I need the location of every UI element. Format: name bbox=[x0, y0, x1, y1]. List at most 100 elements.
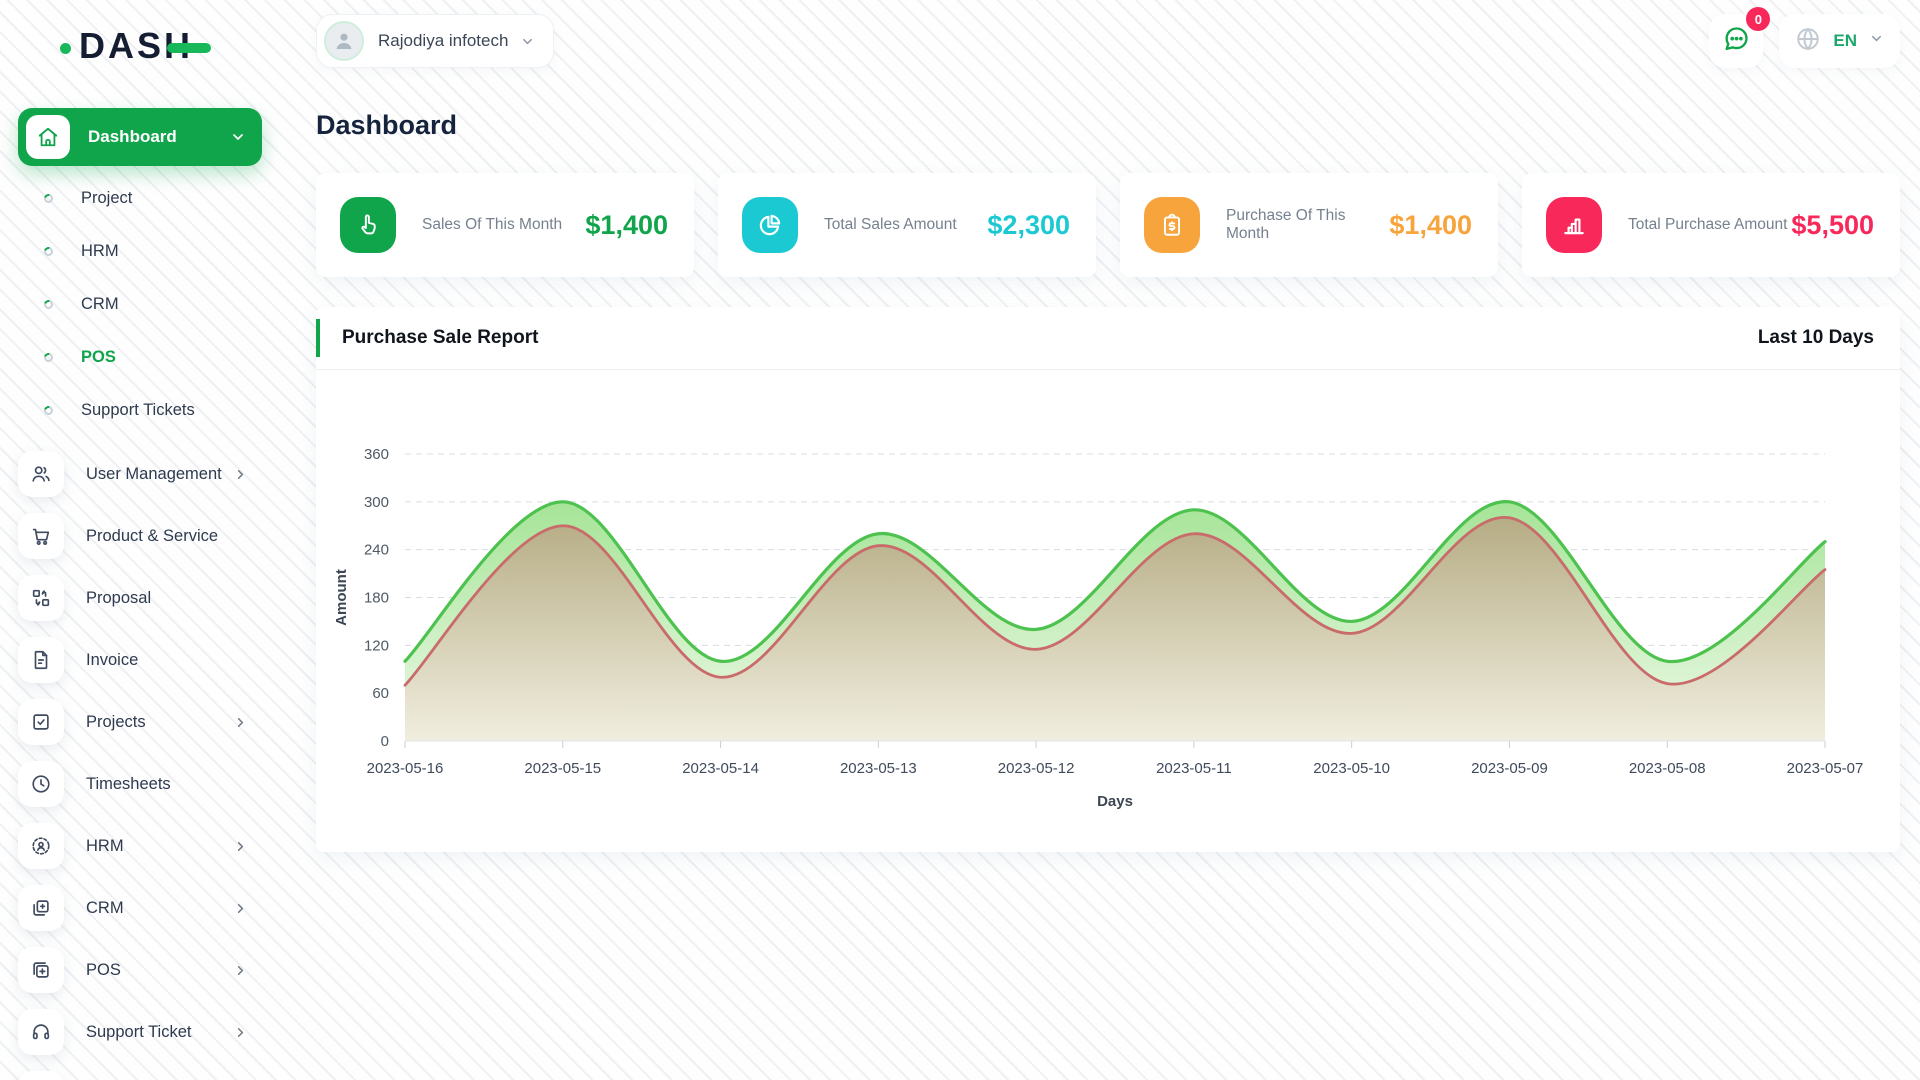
chart-body: 0 60 120 180 240 300 360 2023-05-16 2023-05-15 20… bbox=[316, 370, 1900, 844]
bullet-icon bbox=[42, 351, 55, 364]
chevron-right-icon bbox=[233, 467, 248, 482]
stat-card-value: $5,500 bbox=[1791, 209, 1874, 240]
proposal-icon bbox=[18, 575, 64, 621]
stat-card-total-purchase-amount: Total Purchase Amount $5,500 bbox=[1522, 173, 1900, 277]
y-tick-label: 360 bbox=[364, 446, 389, 463]
accent-bar bbox=[316, 319, 320, 357]
headset-icon bbox=[18, 1009, 64, 1055]
chevron-down-icon bbox=[230, 129, 246, 145]
y-tick-label: 300 bbox=[364, 494, 389, 511]
stat-card-purchase-of-this-month: Purchase Of This Month $1,400 bbox=[1120, 173, 1498, 277]
sidebar-item-contract[interactable]: Contract bbox=[18, 1063, 262, 1080]
stat-card-label: Total Sales Amount bbox=[824, 216, 957, 233]
chat-bubble-icon bbox=[1722, 25, 1750, 58]
chart-range-label: Last 10 Days bbox=[1757, 327, 1874, 348]
stat-card-label: Purchase Of This Month bbox=[1226, 207, 1346, 242]
bullet-icon bbox=[42, 245, 55, 258]
x-tick-label: 2023-05-08 bbox=[1629, 760, 1706, 777]
chart-title: Purchase Sale Report bbox=[342, 327, 539, 348]
sidebar-item-invoice[interactable]: Invoice bbox=[18, 629, 262, 691]
stat-card-sales-of-this-month: Sales Of This Month $1,400 bbox=[316, 173, 694, 277]
sidebar-item-label: HRM bbox=[86, 836, 124, 855]
users-icon bbox=[18, 451, 64, 497]
company-name: Rajodiya infotech bbox=[378, 31, 509, 50]
x-tick-label: 2023-05-07 bbox=[1787, 760, 1864, 777]
chart-header: Purchase Sale Report Last 10 Days bbox=[316, 307, 1900, 370]
sidebar: DASH Dashboard Project HRM CRM POS Suppo… bbox=[0, 0, 280, 1080]
sale-line bbox=[403, 500, 1827, 663]
company-selector[interactable]: Rajodiya infotech bbox=[316, 14, 555, 68]
cart-icon bbox=[18, 513, 64, 559]
x-tick-label: 2023-05-12 bbox=[998, 760, 1075, 777]
sidebar-item-projects[interactable]: Projects bbox=[18, 691, 262, 753]
topbar: Rajodiya infotech 0 EN bbox=[316, 7, 1900, 70]
purchase-area bbox=[405, 517, 1825, 741]
x-tick-label: 2023-05-10 bbox=[1313, 760, 1390, 777]
sidebar-item-label: Projects bbox=[86, 712, 146, 731]
stat-card-value: $2,300 bbox=[987, 209, 1070, 240]
stat-card-value: $1,400 bbox=[1389, 209, 1472, 240]
sidebar-item-label: Dashboard bbox=[88, 127, 177, 146]
language-code: EN bbox=[1833, 31, 1857, 50]
sidebar-subitem-label: CRM bbox=[81, 295, 119, 313]
language-selector[interactable]: EN bbox=[1779, 14, 1900, 68]
clipboard-dollar-icon bbox=[1144, 197, 1200, 253]
purchase-sale-report-card: Purchase Sale Report Last 10 Days 0 60 120… bbox=[316, 307, 1900, 852]
sidebar-item-proposal[interactable]: Proposal bbox=[18, 567, 262, 629]
stat-card-label: Sales Of This Month bbox=[422, 216, 563, 233]
sidebar-subitem-hrm[interactable]: HRM bbox=[18, 225, 262, 278]
x-axis-title: Days bbox=[1097, 793, 1133, 810]
page-title: Dashboard bbox=[316, 110, 458, 140]
sidebar-item-timesheets[interactable]: Timesheets bbox=[18, 753, 262, 815]
projects-icon bbox=[18, 699, 64, 745]
chevron-right-icon bbox=[233, 963, 248, 978]
purchase-line bbox=[403, 516, 1827, 687]
sidebar-item-label: CRM bbox=[86, 898, 124, 917]
sidebar-item-label: Product & Service bbox=[86, 526, 219, 545]
x-tick-label: 2023-05-16 bbox=[367, 760, 444, 777]
y-tick-label: 60 bbox=[372, 685, 389, 702]
sidebar-nav: Dashboard Project HRM CRM POS Support Ti… bbox=[18, 108, 262, 1080]
sidebar-item-hrm[interactable]: HRM bbox=[18, 815, 262, 877]
sidebar-item-support-ticket[interactable]: Support Ticket bbox=[18, 1001, 262, 1063]
main-content: Rajodiya infotech 0 EN Da bbox=[280, 0, 1920, 852]
sidebar-subitem-project[interactable]: Project bbox=[18, 172, 262, 225]
pie-chart-icon bbox=[742, 197, 798, 253]
sidebar-item-label: Timesheets bbox=[86, 774, 171, 793]
stat-card-total-sales-amount: Total Sales Amount $2,300 bbox=[718, 173, 1096, 277]
sidebar-item-product-service[interactable]: Product & Service bbox=[18, 505, 262, 567]
sidebar-item-user-management[interactable]: User Management bbox=[18, 443, 262, 505]
sidebar-subitem-pos[interactable]: POS bbox=[18, 331, 262, 384]
y-axis-title: Amount bbox=[333, 569, 350, 626]
purchase-sale-area-chart[interactable]: 0 60 120 180 240 300 360 2023-05-16 2023-05-15 20… bbox=[316, 384, 1900, 844]
sidebar-subitem-label: Project bbox=[81, 189, 133, 207]
sidebar-item-dashboard[interactable]: Dashboard bbox=[18, 108, 262, 166]
brand-logo[interactable]: DASH bbox=[18, 22, 262, 70]
sidebar-item-crm[interactable]: CRM bbox=[18, 877, 262, 939]
sidebar-item-pos[interactable]: POS bbox=[18, 939, 262, 1001]
pos-icon bbox=[18, 947, 64, 993]
clock-icon bbox=[18, 761, 64, 807]
avatar bbox=[324, 21, 364, 61]
sidebar-subitem-support-tickets[interactable]: Support Tickets bbox=[18, 384, 262, 437]
x-tick-label: 2023-05-09 bbox=[1471, 760, 1548, 777]
x-tick-label: 2023-05-13 bbox=[840, 760, 917, 777]
crm-icon bbox=[18, 885, 64, 931]
chevron-down-icon bbox=[520, 34, 535, 49]
logo-dot-icon bbox=[60, 42, 71, 54]
sidebar-sub-list: Project HRM CRM POS Support Tickets bbox=[18, 172, 262, 437]
home-icon bbox=[26, 115, 70, 159]
sidebar-subitem-label: HRM bbox=[81, 242, 119, 260]
chevron-right-icon bbox=[233, 715, 248, 730]
hrm-icon bbox=[18, 823, 64, 869]
contract-icon bbox=[18, 1071, 64, 1080]
messages-button[interactable]: 0 bbox=[1709, 7, 1771, 68]
y-tick-label: 180 bbox=[364, 590, 389, 607]
bullet-icon bbox=[42, 298, 55, 311]
x-tick-label: 2023-05-15 bbox=[524, 760, 601, 777]
stat-card-label: Total Purchase Amount bbox=[1628, 216, 1788, 233]
x-tick-label: 2023-05-14 bbox=[682, 760, 759, 777]
sidebar-subitem-crm[interactable]: CRM bbox=[18, 278, 262, 331]
globe-icon bbox=[1795, 26, 1821, 57]
y-tick-label: 240 bbox=[364, 542, 389, 559]
